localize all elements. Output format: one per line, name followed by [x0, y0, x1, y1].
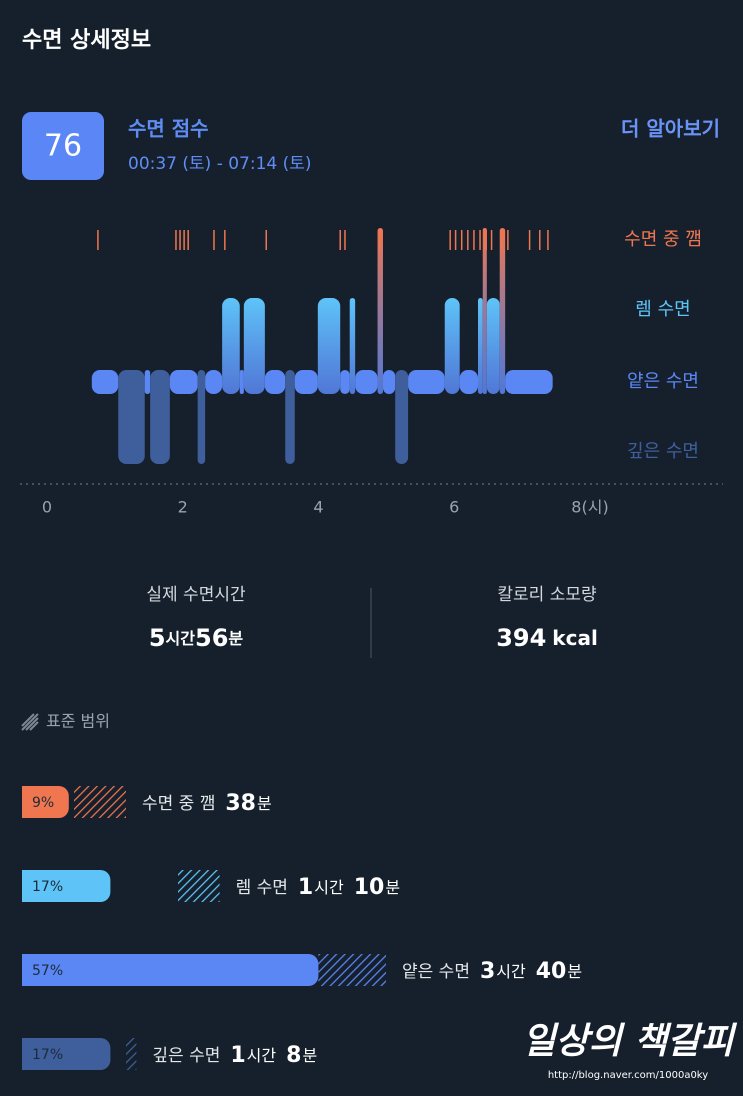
sleep-segment: [317, 298, 341, 394]
duration-unit: 분: [567, 962, 582, 981]
duration-unit: 분: [385, 878, 400, 897]
duration-number: 10: [354, 875, 385, 900]
sleep-segment: [222, 298, 240, 394]
sleep-segment: [482, 228, 487, 394]
sleep-segment: [197, 370, 206, 464]
sleep-segment: [377, 228, 383, 394]
stage-level-label: 렘 수면: [635, 299, 690, 320]
summary-label: 실제 수면시간: [146, 585, 246, 605]
summary-number: 5: [149, 624, 166, 652]
summary-value: 5시간56분: [149, 624, 244, 652]
stage-bar: [22, 870, 111, 902]
standard-range: [74, 786, 126, 818]
duration-unit: 시간: [247, 1046, 277, 1065]
x-tick-label: 2: [178, 498, 188, 517]
stage-name: 렘 수면: [236, 878, 288, 898]
stage-bar: [22, 1038, 111, 1070]
stage-percent: 57%: [32, 963, 63, 979]
sleep-segment: [294, 370, 318, 394]
duration-unit: 시간: [314, 878, 344, 897]
summary-number: 56: [195, 624, 228, 652]
stage-summary: 렘 수면 1시간 10분: [236, 875, 400, 900]
summary-label: 칼로리 소모량: [497, 585, 597, 605]
duration-unit: 분: [257, 794, 272, 813]
stage-summary: 수면 중 깸 38분: [142, 791, 272, 816]
sleep-segment: [239, 370, 244, 394]
stage-bar: [22, 954, 319, 986]
stage-name: 얕은 수면: [402, 962, 470, 982]
stage-level-label: 얕은 수면: [627, 371, 699, 392]
more-link[interactable]: 더 알아보기: [621, 117, 720, 141]
sleep-segment: [408, 370, 445, 394]
sleep-segment: [395, 370, 409, 464]
stage-summary: 깊은 수면 1시간 8분: [152, 1043, 317, 1068]
legend-hatch: [21, 713, 39, 731]
stage-level-label: 깊은 수면: [627, 441, 699, 462]
score-label: 수면 점수: [128, 117, 209, 141]
sleep-segment: [205, 370, 223, 394]
stage-name: 수면 중 깸: [142, 794, 215, 814]
x-tick-label: 0: [42, 498, 52, 517]
duration-number: 3: [480, 959, 495, 984]
duration-number: 8: [286, 1043, 301, 1068]
sleep-segment: [459, 370, 479, 394]
stage-level-label: 수면 중 깸: [624, 229, 702, 250]
stage-percent: 17%: [32, 1047, 63, 1063]
stage-bar: [22, 786, 69, 818]
page-title: 수면 상세정보: [22, 28, 151, 53]
standard-range: [318, 954, 386, 986]
sleep-segment: [505, 370, 553, 394]
stage-percent: 17%: [32, 879, 63, 895]
x-tick-label: 4: [313, 498, 323, 517]
sleep-segment: [243, 298, 265, 394]
sleep-segment: [340, 370, 350, 394]
duration-number: 38: [225, 791, 256, 816]
sleep-segment: [355, 370, 378, 394]
stage-name: 깊은 수면: [152, 1046, 220, 1066]
watermark-text: 일상의 책갈피: [522, 1021, 737, 1062]
sleep-segment: [118, 370, 145, 464]
duration-unit: 분: [302, 1046, 317, 1065]
sleep-segment: [285, 370, 295, 464]
score-box: [22, 112, 104, 180]
sleep-segment: [444, 298, 460, 394]
sleep-segment: [382, 370, 396, 394]
x-tick-label: 6: [449, 498, 459, 517]
duration-number: 1: [230, 1043, 245, 1068]
sleep-segment: [486, 298, 500, 394]
duration-number: 1: [298, 875, 313, 900]
sleep-segment: [478, 298, 483, 394]
sleep-segment: [499, 228, 506, 394]
sleep-segment: [169, 370, 198, 394]
summary-value: 394 kcal: [496, 624, 598, 652]
time-range: 00:37 (토) - 07:14 (토): [128, 154, 312, 174]
watermark-url: http://blog.naver.com/1000a0ky: [548, 1070, 708, 1081]
standard-range: [178, 870, 220, 902]
summary-unit: 분: [228, 629, 243, 648]
legend-icon: [21, 713, 39, 731]
stage-summary: 얕은 수면 3시간 40분: [402, 959, 582, 984]
summary-number: 394: [496, 624, 546, 652]
duration-unit: 시간: [496, 962, 526, 981]
sleep-segment: [264, 370, 286, 394]
summary-unit: kcal: [552, 626, 598, 650]
summary-unit: 시간: [166, 629, 196, 648]
stage-percent: 9%: [32, 795, 54, 811]
duration-number: 40: [536, 959, 567, 984]
legend-label: 표준 범위: [46, 712, 110, 731]
sleep-segment: [150, 370, 170, 464]
score-value: 76: [44, 129, 82, 164]
x-tick-label: 8(시): [571, 498, 608, 517]
standard-range: [126, 1038, 137, 1070]
sleep-segment: [91, 370, 119, 394]
sleep-segment: [144, 370, 151, 394]
sleep-segment: [349, 298, 356, 394]
